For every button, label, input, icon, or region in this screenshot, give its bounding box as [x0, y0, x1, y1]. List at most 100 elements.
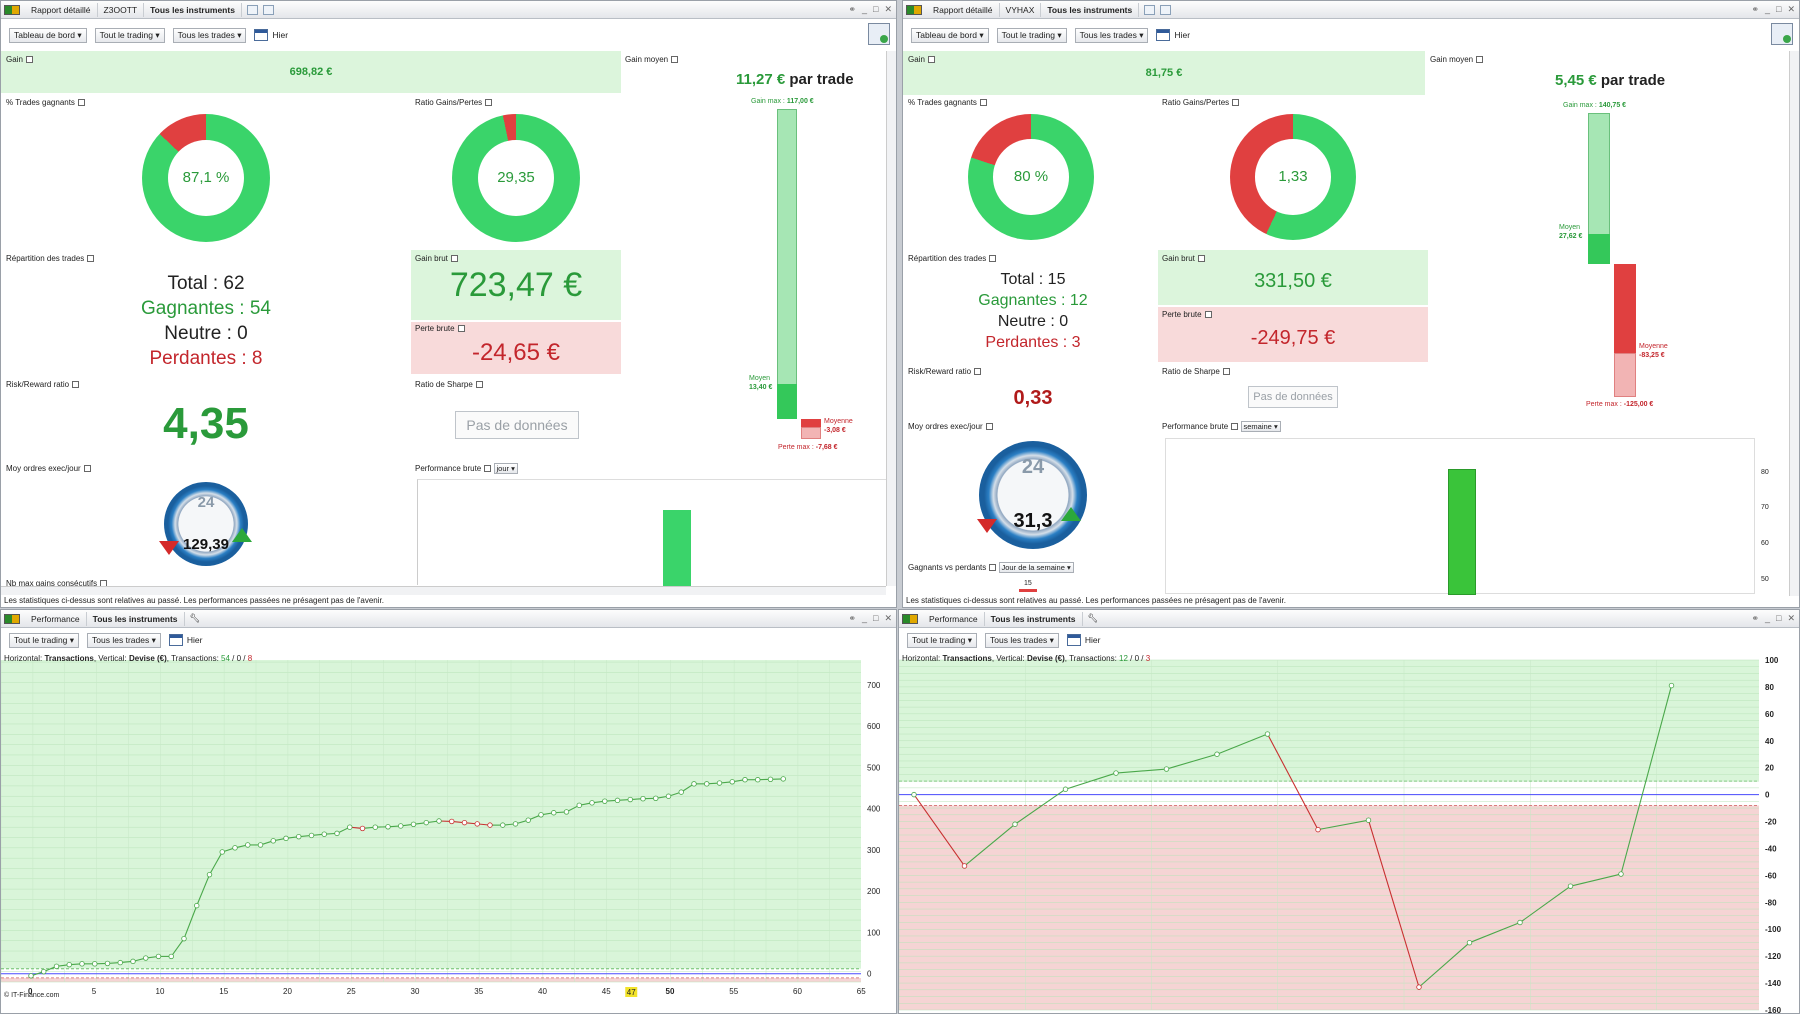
x-tick-label: 20	[283, 987, 292, 996]
equity-point	[665, 793, 672, 799]
minimize-icon[interactable]: _	[1765, 4, 1771, 14]
perf-period-dropdown[interactable]: jour ▾	[493, 463, 518, 474]
trading-dropdown[interactable]: Tout le trading ▾	[996, 27, 1067, 43]
document-icon[interactable]	[1160, 4, 1172, 15]
trading-dropdown[interactable]: Tout le trading ▾	[9, 632, 80, 648]
gvp-value: 15	[1024, 580, 1032, 587]
pin-icon[interactable]	[1231, 423, 1239, 430]
pin-icon[interactable]	[25, 56, 33, 63]
window-icon[interactable]	[1144, 4, 1156, 15]
equity-segment	[913, 794, 965, 867]
share-icon[interactable]: ⚭	[1751, 4, 1759, 14]
close-icon[interactable]: ✕	[884, 613, 892, 623]
minimize-icon[interactable]: _	[862, 613, 868, 623]
scrollbar-horizontal[interactable]	[1, 586, 886, 595]
layout-config-icon[interactable]	[868, 23, 890, 45]
pin-icon[interactable]	[77, 99, 85, 106]
period-picker[interactable]: Hier	[168, 634, 202, 646]
dashboard-dropdown[interactable]: Tableau de bord ▾	[9, 27, 87, 43]
share-icon[interactable]: ⚭	[1751, 613, 1759, 623]
share-icon[interactable]: ⚭	[848, 613, 856, 623]
trading-dropdown[interactable]: Tout le trading ▾	[94, 27, 165, 43]
share-icon[interactable]: ⚭	[848, 4, 856, 14]
y-tick-label: 100	[1765, 656, 1779, 665]
minimize-icon[interactable]: _	[1765, 613, 1771, 623]
pin-icon[interactable]	[83, 465, 91, 472]
scope-selector[interactable]: Tous les instruments	[87, 611, 185, 626]
pin-icon[interactable]	[1222, 368, 1230, 375]
window-icon[interactable]	[246, 4, 258, 15]
pin-icon[interactable]	[457, 325, 465, 332]
info-h-val: Transactions	[44, 654, 94, 663]
minimize-icon[interactable]: _	[862, 4, 868, 14]
maximize-icon[interactable]: □	[1776, 4, 1782, 14]
perte-max-label: Perte max :	[778, 444, 814, 451]
pin-icon[interactable]	[974, 368, 982, 375]
gvp-period-dropdown[interactable]: Jour de la semaine ▾	[998, 562, 1074, 573]
maximize-icon[interactable]: □	[1776, 613, 1782, 623]
wrench-icon[interactable]: 🔧︎	[189, 613, 201, 623]
equity-point	[206, 871, 213, 878]
scope-selector[interactable]: Tous les instruments	[144, 2, 242, 17]
trading-dropdown[interactable]: Tout le trading ▾	[907, 632, 978, 648]
y-tick-label: -40	[1765, 844, 1777, 853]
equity-point	[28, 973, 34, 979]
instrument-name[interactable]: Z3OOTT	[98, 2, 145, 17]
moyen-label: Moyen	[1559, 224, 1581, 231]
pin-icon[interactable]	[1197, 255, 1205, 262]
info-sep2: /	[1139, 654, 1146, 663]
pin-icon[interactable]	[989, 564, 997, 571]
pin-icon[interactable]	[484, 465, 492, 472]
pin-icon[interactable]	[450, 255, 458, 262]
pin-icon[interactable]	[1204, 311, 1212, 318]
pin-icon[interactable]	[72, 381, 80, 388]
equity-point	[576, 802, 582, 809]
close-icon[interactable]: ✕	[1787, 4, 1795, 14]
perf-period-dropdown[interactable]: semaine ▾	[1240, 421, 1281, 432]
period-picker[interactable]: Hier	[1066, 634, 1100, 646]
y-tick-label: -100	[1765, 925, 1782, 934]
dashboard-dropdown[interactable]: Tableau de bord ▾	[911, 27, 989, 43]
pin-icon[interactable]	[1476, 56, 1484, 63]
layout-config-icon[interactable]	[1771, 23, 1793, 45]
trades-dropdown[interactable]: Tous les trades ▾	[172, 27, 247, 43]
trades-gagnants-label-text: % Trades gagnants	[6, 98, 75, 107]
equity-point	[1264, 731, 1271, 737]
trades-dropdown[interactable]: Tous les trades ▾	[1074, 27, 1149, 43]
scope-selector[interactable]: Tous les instruments	[1041, 2, 1140, 17]
pin-icon[interactable]	[1232, 99, 1240, 106]
period-picker[interactable]: Hier	[254, 29, 288, 41]
y-tick-label: 40	[1765, 737, 1774, 746]
maximize-icon[interactable]: □	[873, 613, 879, 623]
dashboard-label: Tableau de bord	[14, 29, 75, 40]
close-icon[interactable]: ✕	[1787, 613, 1795, 623]
scope-selector[interactable]: Tous les instruments	[985, 611, 1083, 626]
sharpe-label: Ratio de Sharpe	[413, 379, 485, 391]
total-trades: Total : 15	[1000, 271, 1066, 288]
instrument-name[interactable]: VYHAX	[1000, 2, 1042, 17]
wrench-icon[interactable]: 🔧︎	[1087, 613, 1099, 623]
pin-icon[interactable]	[87, 255, 95, 262]
equity-point	[474, 821, 480, 827]
pin-icon[interactable]	[671, 56, 679, 63]
period-label: Hier	[272, 30, 289, 40]
document-icon[interactable]	[262, 4, 274, 15]
close-icon[interactable]: ✕	[884, 4, 892, 14]
pin-icon[interactable]	[927, 56, 935, 63]
pin-icon[interactable]	[475, 381, 483, 388]
trades-dropdown[interactable]: Tous les trades ▾	[87, 632, 161, 648]
perte-max-text: Perte max : -7,68 €	[778, 443, 838, 452]
scrollbar-vertical[interactable]	[1789, 51, 1799, 596]
up-arrow-icon	[1061, 507, 1081, 521]
pin-icon[interactable]	[989, 255, 997, 262]
app-logo-icon	[902, 613, 918, 624]
scrollbar-vertical[interactable]	[886, 51, 896, 586]
maximize-icon[interactable]: □	[873, 4, 879, 14]
x-tick-label: 25	[347, 987, 356, 996]
moy-ordres-label: Moy ordres exec/jour	[906, 421, 995, 433]
period-picker[interactable]: Hier	[1156, 29, 1190, 41]
pin-icon[interactable]	[979, 99, 987, 106]
trades-dropdown[interactable]: Tous les trades ▾	[985, 632, 1059, 648]
pin-icon[interactable]	[985, 423, 993, 430]
pin-icon[interactable]	[485, 99, 493, 106]
